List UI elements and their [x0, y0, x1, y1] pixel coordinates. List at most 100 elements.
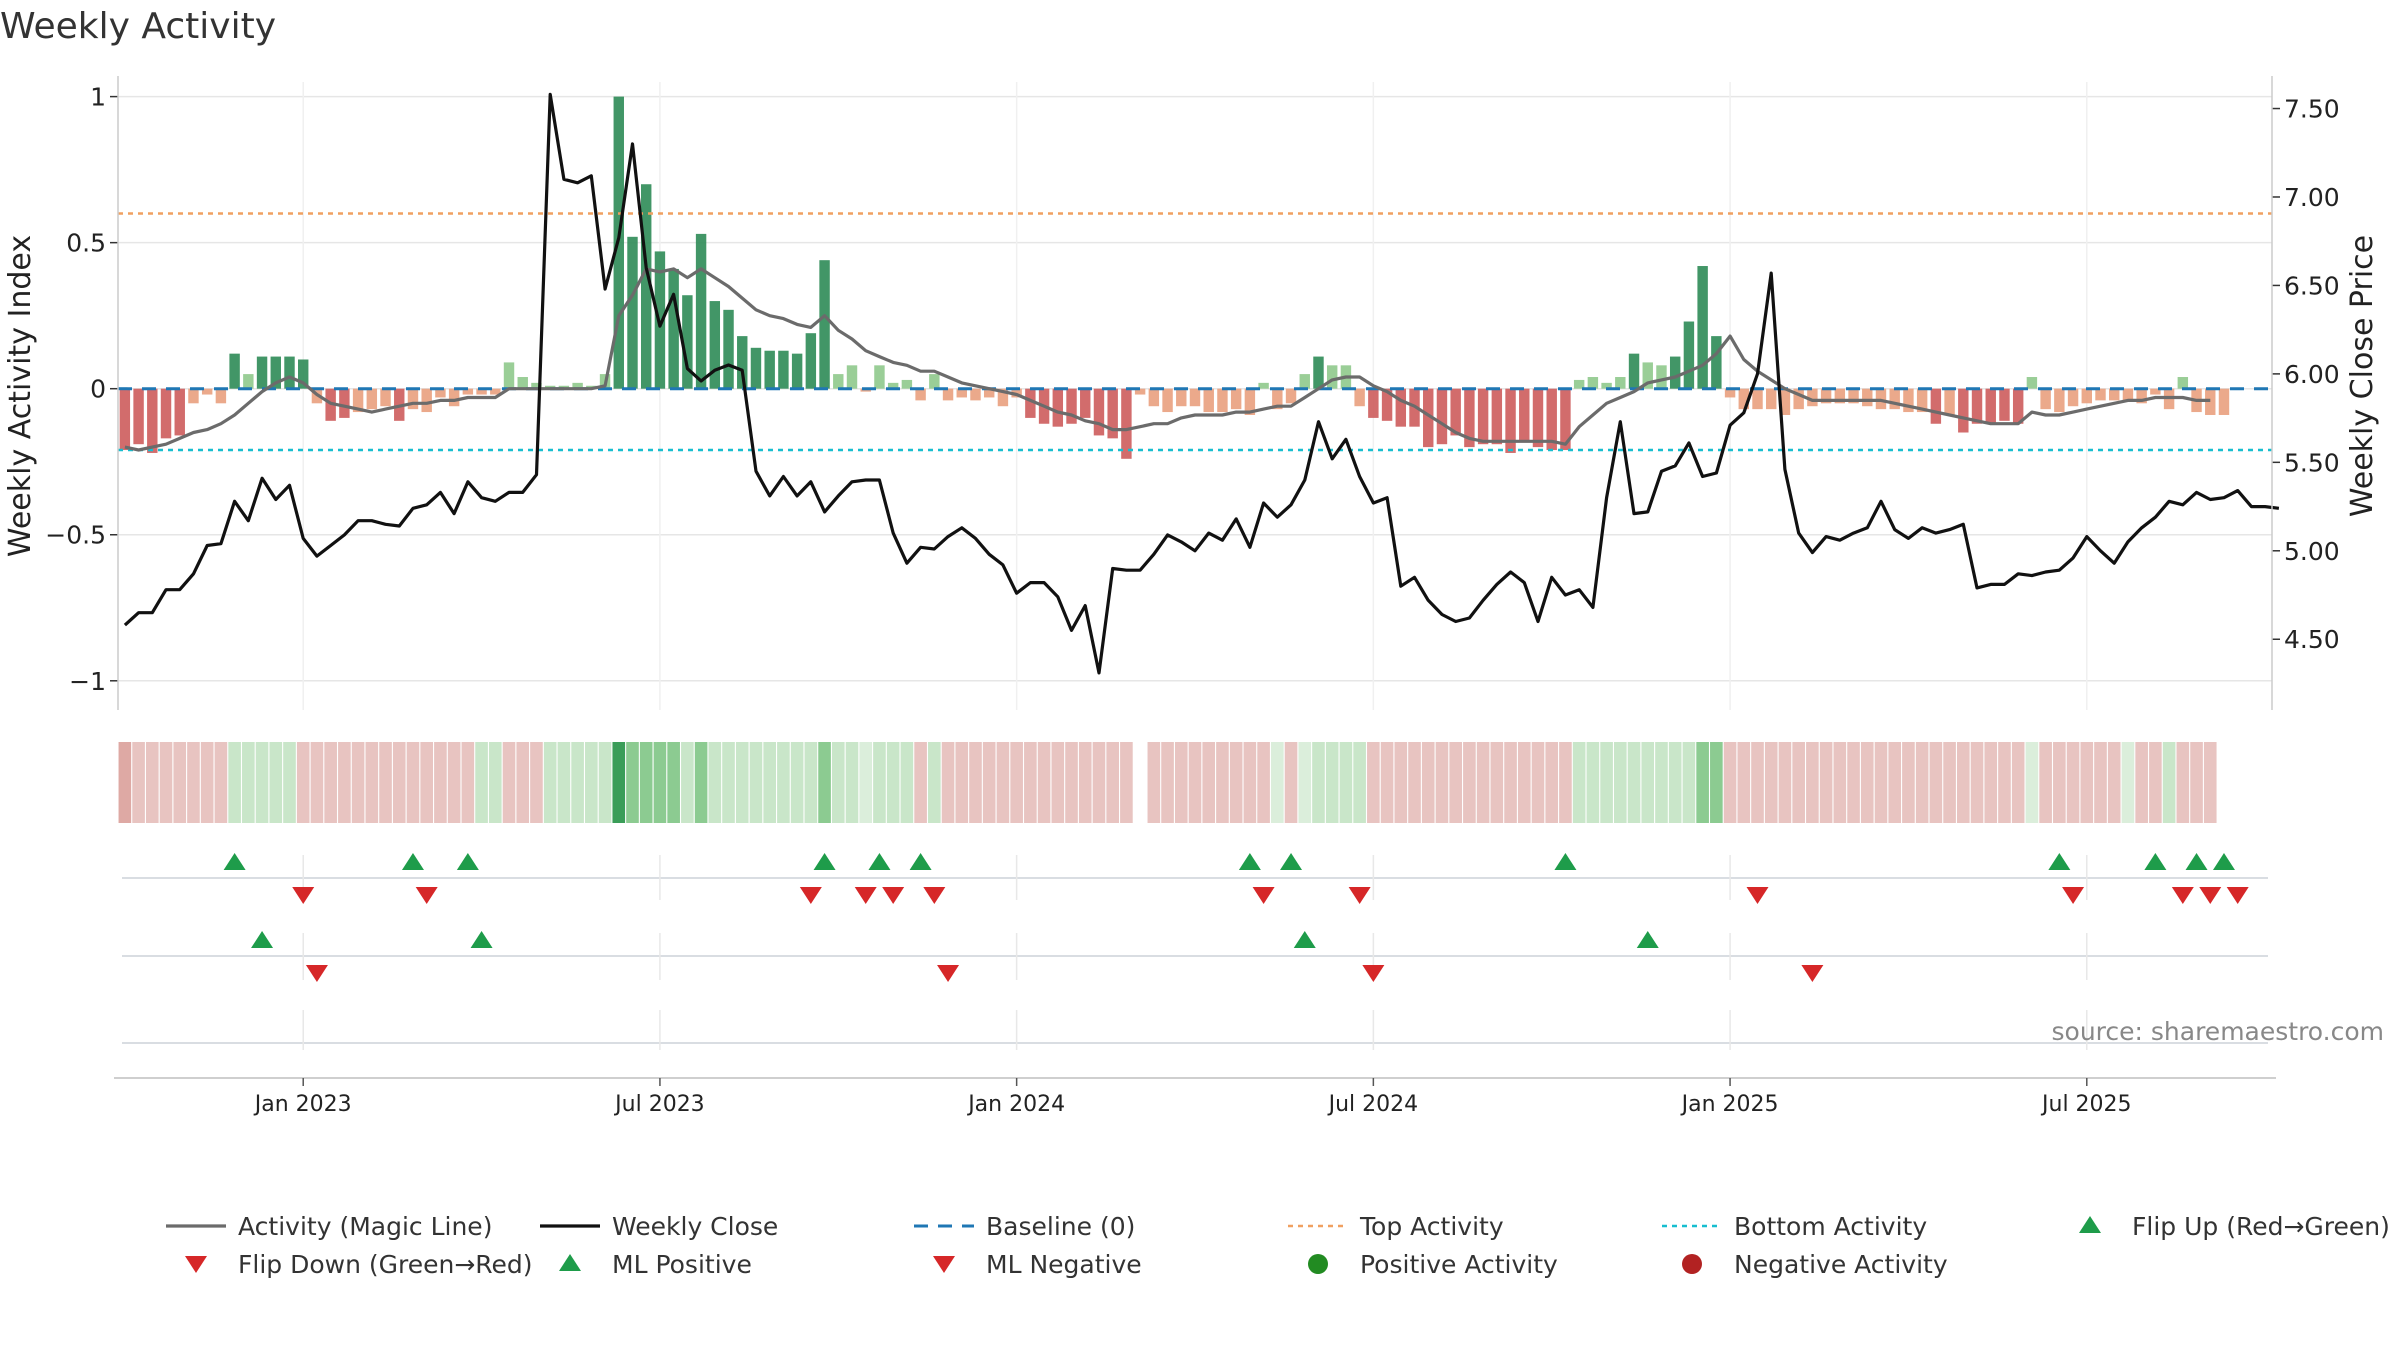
regime-cell	[420, 742, 434, 823]
activity-bar	[1464, 388, 1475, 448]
activity-bar	[352, 388, 364, 413]
flip-up-marker	[909, 853, 932, 870]
regime-band	[118, 742, 2217, 823]
regime-cell	[1202, 742, 1216, 823]
activity-bar	[1999, 388, 2010, 421]
left-tick-label: −1	[69, 667, 106, 696]
regime-cell	[1353, 742, 1366, 823]
regime-cell	[1051, 742, 1065, 823]
regime-cell	[1819, 742, 1833, 823]
regime-cell	[1710, 742, 1723, 823]
regime-cell	[392, 742, 406, 823]
regime-cell	[173, 742, 187, 823]
legend-label-posdot: Positive Activity	[1360, 1250, 1558, 1279]
activity-bar	[1642, 362, 1653, 389]
flip-up-marker	[1238, 853, 1261, 870]
activity-bar	[640, 184, 652, 389]
regime-cell	[653, 742, 667, 823]
activity-bar	[1944, 388, 1955, 415]
regime-cell	[1668, 742, 1682, 823]
activity-bar	[1656, 365, 1667, 389]
regime-cell	[269, 742, 283, 823]
x-axis: Jan 2023 Jul 2023 Jan 2024 Jul 2024 Jan 2025…	[114, 1077, 2276, 1117]
activity-bar	[1669, 356, 1681, 389]
activity-bar	[298, 359, 309, 389]
flip-down-marker	[1348, 887, 1371, 904]
flip-up-marker	[1554, 853, 1577, 870]
regime-cell	[1504, 742, 1517, 823]
magic-line	[124, 267, 2211, 452]
regime-cell	[735, 742, 749, 823]
regime-cell	[187, 742, 200, 823]
regime-cell	[1229, 742, 1243, 823]
activity-bar	[421, 388, 432, 413]
regime-cell	[1723, 742, 1737, 823]
regime-cell	[255, 742, 269, 823]
flip-up-marker	[2144, 853, 2167, 870]
activity-bar	[1258, 382, 1269, 389]
flip-up-marker	[2048, 853, 2071, 870]
activity-bar	[366, 388, 378, 410]
activity-bar	[1738, 388, 1750, 410]
regime-cell	[1614, 742, 1627, 823]
activity-bar	[201, 388, 213, 395]
regime-cell	[1298, 742, 1312, 823]
regime-cell	[132, 742, 145, 823]
activity-bar	[1423, 388, 1434, 448]
activity-bar	[1134, 388, 1146, 395]
regime-cell	[1257, 742, 1270, 823]
x-tick-label: Jan 2024	[966, 1092, 1065, 1117]
regime-cell	[1764, 742, 1778, 823]
regime-cell	[1655, 742, 1668, 823]
regime-cell	[1902, 742, 1915, 823]
regime-cell	[324, 742, 337, 823]
activity-bar	[737, 336, 748, 389]
left-tick-label: 1	[90, 83, 106, 112]
activity-bar	[791, 353, 803, 389]
right-tick-label: 7.00	[2284, 183, 2340, 212]
activity-bar	[695, 233, 707, 389]
legend: Activity (Magic Line) Weekly Close Baselin…	[166, 1212, 2390, 1279]
flip-down-marker	[882, 887, 905, 904]
regime-cell	[557, 742, 571, 823]
right-tick-label: 4.50	[2284, 625, 2340, 654]
regime-cell	[2135, 742, 2148, 823]
regime-cell	[1559, 742, 1572, 823]
regime-cell	[1874, 742, 1888, 823]
activity-bar	[1107, 388, 1118, 439]
flip-down-marker	[292, 887, 315, 904]
activity-bar	[1066, 388, 1077, 424]
regime-cell	[873, 742, 886, 823]
regime-cell	[914, 742, 927, 823]
regime-cell	[1339, 742, 1353, 823]
regime-cell	[2066, 742, 2080, 823]
left-tick-label: 0.5	[66, 229, 106, 258]
regime-cell	[790, 742, 804, 823]
regime-cell	[1476, 742, 1490, 823]
activity-bar	[1368, 388, 1379, 418]
regime-cell	[2149, 742, 2162, 823]
activity-bar	[2218, 388, 2230, 415]
activity-bar	[819, 260, 830, 389]
activity-bar	[256, 356, 268, 389]
activity-bar	[229, 353, 240, 389]
activity-bar	[1176, 388, 1187, 407]
activity-bar	[1903, 388, 1914, 413]
activity-bar	[2122, 388, 2134, 401]
activity-bar	[531, 382, 542, 389]
activity-bar	[1697, 266, 1708, 389]
activity-bar	[1587, 377, 1599, 389]
regime-cell	[681, 742, 694, 823]
activity-bar	[462, 388, 474, 395]
right-tick-label: 6.00	[2284, 360, 2340, 389]
regime-cell	[1188, 742, 1202, 823]
regime-cell	[1929, 742, 1943, 823]
legend-swatch-mlneg	[933, 1256, 955, 1273]
activity-bar	[1793, 388, 1804, 410]
series-lines	[118, 92, 2280, 675]
activity-bar	[1285, 388, 1297, 404]
regime-cell	[722, 742, 735, 823]
activity-bar	[2040, 388, 2051, 410]
regime-cell	[1243, 742, 1257, 823]
regime-cell	[283, 742, 296, 823]
